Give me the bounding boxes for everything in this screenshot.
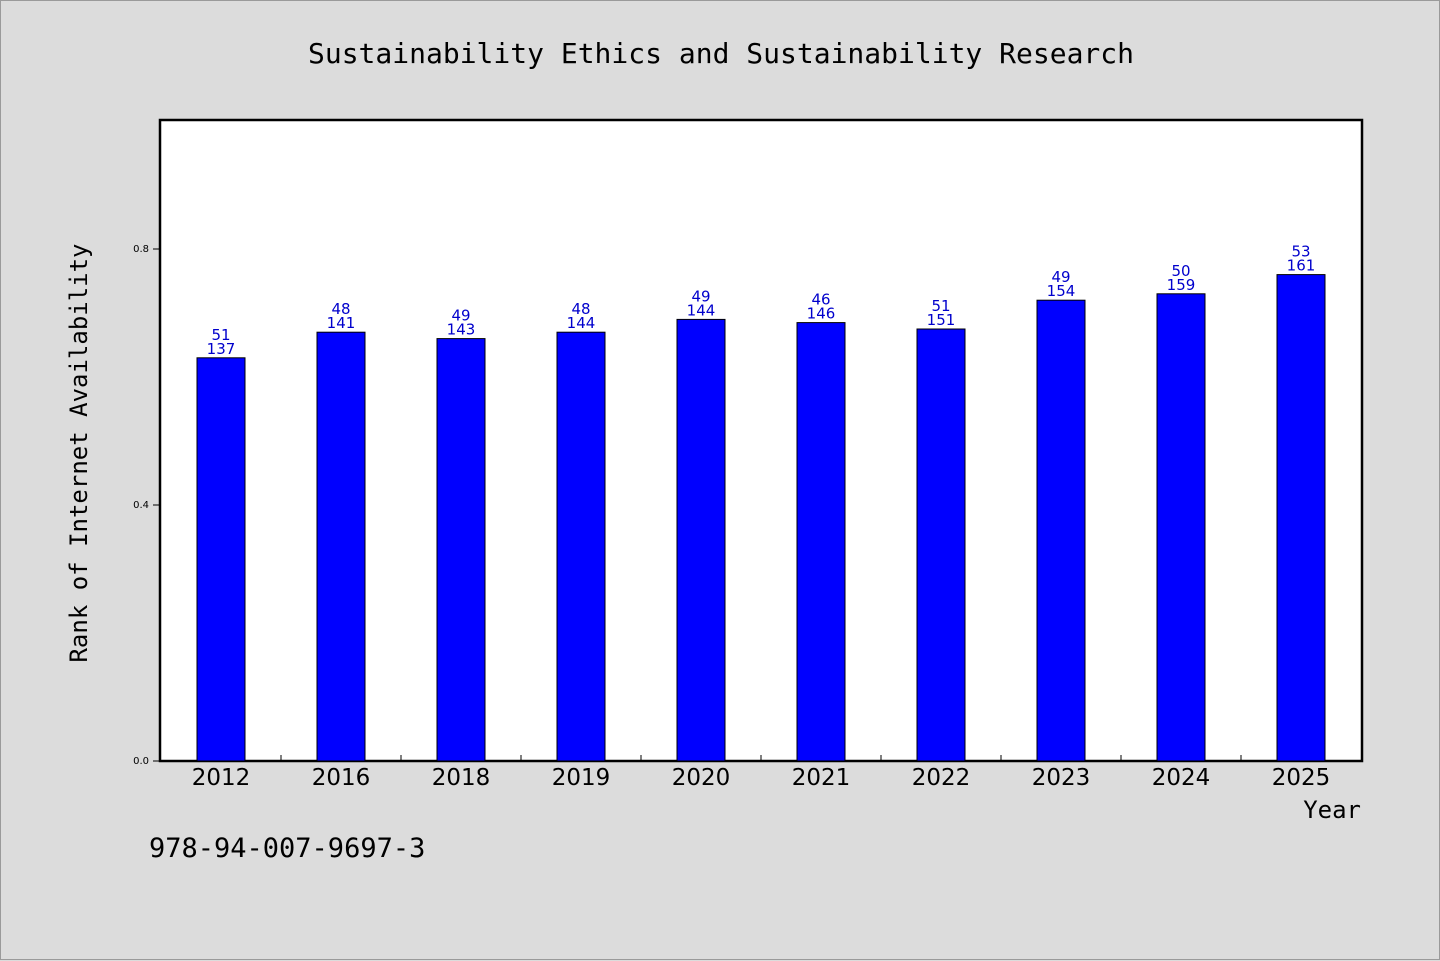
bar-label-bottom-2012: 137 bbox=[207, 340, 236, 358]
x-tick-label-2020: 2020 bbox=[672, 765, 731, 791]
bar-label-top-2016: 48 bbox=[331, 300, 350, 318]
bar-2024 bbox=[1156, 293, 1206, 762]
bar-label-top-2020: 49 bbox=[691, 287, 710, 305]
bar-2023 bbox=[1036, 299, 1086, 762]
x-tick-label-2019: 2019 bbox=[552, 765, 611, 791]
chart-title: Sustainability Ethics and Sustainability… bbox=[308, 37, 1134, 70]
bar-2019 bbox=[556, 331, 606, 762]
bar-label-bottom-2020: 144 bbox=[687, 301, 716, 319]
bar-2025 bbox=[1276, 274, 1326, 762]
bar-label-top-2024: 50 bbox=[1171, 262, 1190, 280]
bar-label-bottom-2016: 141 bbox=[327, 314, 356, 332]
x-tick-label-2025: 2025 bbox=[1272, 765, 1331, 791]
bar-2018 bbox=[436, 338, 486, 762]
bar-2020 bbox=[676, 318, 726, 762]
bar-label-top-2025: 53 bbox=[1291, 243, 1310, 261]
bar-label-bottom-2019: 144 bbox=[567, 314, 596, 332]
bar-label-top-2023: 49 bbox=[1051, 268, 1070, 286]
bar-label-bottom-2025: 161 bbox=[1287, 257, 1316, 275]
x-axis-ticks: 2012 2016 2018 2019 2020 2021 2022 2023 2024 2025 bbox=[192, 755, 1331, 791]
bar-2022 bbox=[916, 328, 966, 762]
bar-label-bottom-2021: 146 bbox=[807, 305, 836, 323]
bar-label-top-2018: 49 bbox=[451, 307, 470, 325]
bar-label-bottom-2022: 151 bbox=[927, 311, 956, 329]
bar-label-top-2021: 46 bbox=[811, 291, 830, 309]
x-tick-label-2021: 2021 bbox=[792, 765, 851, 791]
isbn-text: 978-94-007-9697-3 bbox=[149, 833, 426, 864]
bar-label-bottom-2018: 143 bbox=[447, 321, 476, 339]
y-axis-ticks: 0.0 0.4 0.8 bbox=[133, 244, 161, 767]
bar-2012 bbox=[196, 357, 246, 762]
y-tick-label: 0.0 bbox=[133, 756, 149, 767]
y-tick-label: 0.4 bbox=[133, 500, 149, 511]
bar-label-bottom-2024: 159 bbox=[1167, 276, 1196, 294]
x-tick-label-2016: 2016 bbox=[312, 765, 371, 791]
x-tick-label-2023: 2023 bbox=[1032, 765, 1091, 791]
x-tick-label-2012: 2012 bbox=[192, 765, 251, 791]
bar-label-bottom-2023: 154 bbox=[1047, 282, 1076, 300]
bar-label-top-2012: 51 bbox=[211, 326, 230, 344]
bar-label-top-2022: 51 bbox=[931, 297, 950, 315]
bar-2021 bbox=[796, 322, 846, 762]
x-axis-title: Year bbox=[1303, 796, 1361, 824]
bar-label-top-2019: 48 bbox=[571, 300, 590, 318]
y-axis-title: Rank of Internet Availability bbox=[65, 243, 93, 662]
bar-2016 bbox=[316, 331, 366, 762]
y-tick-label: 0.8 bbox=[133, 244, 149, 255]
x-tick-label-2018: 2018 bbox=[432, 765, 491, 791]
x-tick-label-2024: 2024 bbox=[1152, 765, 1211, 791]
x-tick-label-2022: 2022 bbox=[912, 765, 971, 791]
